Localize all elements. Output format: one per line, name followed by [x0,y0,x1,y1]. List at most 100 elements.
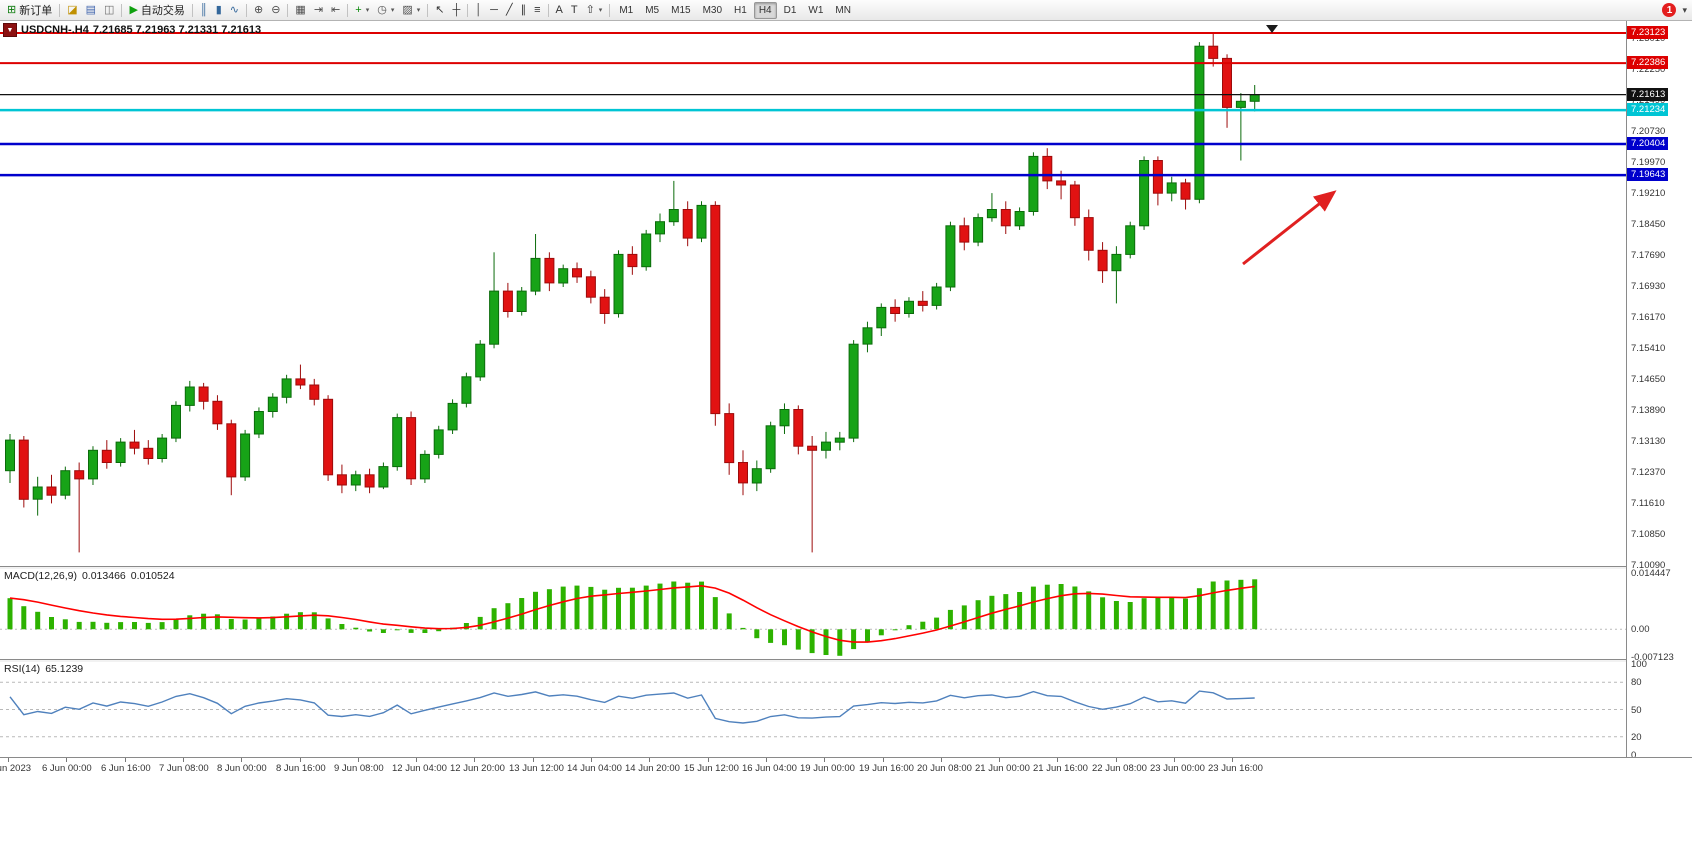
new-order-icon: ⊞ [7,3,17,16]
time-axis[interactable]: 5 Jun 2023 6 Jun 00:00 6 Jun 16:00 7 Jun 08… [0,757,1692,782]
time-axis-label: 21 Jun 16:00 [1033,763,1088,774]
toolbar-separator [347,3,349,17]
macd-name: MACD(12,26,9) [4,570,77,582]
timeframe-h4[interactable]: H4 [753,1,777,19]
price-marker-7.21234[interactable]: 7.21234 [1627,103,1669,116]
timeframe-h1[interactable]: H1 [734,4,747,16]
timeframe-m1[interactable]: M1 [619,4,634,16]
profiles-button[interactable]: ▤ [82,1,100,20]
price-axis-label: 7.16930 [1631,281,1666,292]
toolbar-separator [427,3,429,17]
time-axis-tick [941,758,942,762]
indicators-button[interactable]: + ▾ [351,1,373,20]
chart-window: ▼ USDCNH-.H4 7.21685 7.21963 7.21331 7.2… [0,21,1692,844]
macd-axis-label: -0.007123 [1631,652,1674,663]
time-axis-label: 5 Jun 2023 [0,763,32,774]
toolbar-separator [467,3,469,17]
text-label-button[interactable]: T [567,1,582,20]
timeframe-m15[interactable]: M15 [671,4,691,16]
zoom-in-icon: ⊕ [253,3,264,16]
chart-context-icon[interactable]: ▼ [3,23,17,37]
price-marker-7.23123[interactable]: 7.23123 [1627,26,1669,39]
time-axis-label: 16 Jun 04:00 [742,763,797,774]
time-axis-tick [8,758,9,762]
timeframe-m30[interactable]: M30 [702,4,723,16]
rsi-pane[interactable]: RSI(14) 65.1239 [0,662,1626,757]
zoom-out-button[interactable]: ⊖ [267,1,284,20]
price-axis-label: 7.12370 [1631,467,1666,478]
price-axis-label: 7.11610 [1631,498,1665,509]
chart-shift-button[interactable]: ⇤ [327,1,344,20]
cursor-button[interactable]: ↖ [431,1,448,20]
vertical-line-button[interactable]: │ [471,1,486,20]
data-window-button[interactable]: ◫ [100,1,118,20]
chart-title: ▼ USDCNH-.H4 7.21685 7.21963 7.21331 7.2… [3,23,261,37]
price-axis-label: 7.15410 [1631,343,1666,354]
price-marker-7.20404[interactable]: 7.20404 [1627,137,1669,150]
time-axis-label: 19 Jun 16:00 [859,763,914,774]
chevron-down-icon: ▾ [365,7,370,14]
autotrading-play-icon: ▶ [129,3,138,16]
chevron-down-icon: ▾ [416,7,421,14]
autotrading-button[interactable]: ▶ 自动交易 [125,1,188,20]
bar-chart-mode-button[interactable]: ║ [196,1,212,20]
price-marker-7.22386[interactable]: 7.22386 [1627,56,1669,69]
new-order-label: 新订单 [19,5,53,17]
time-axis-label: 8 Jun 16:00 [276,763,326,774]
text-button[interactable]: A [552,1,567,20]
panel-divider-rsi[interactable] [0,659,1692,663]
panel-divider-macd[interactable] [0,566,1692,570]
candles-series [5,33,1260,553]
price-axis-label: 7.17690 [1631,250,1666,261]
fibonacci-button[interactable]: ≡ [530,1,544,20]
metaeditor-button[interactable]: ◪ [63,1,81,20]
price-axis-label: 7.16170 [1631,312,1666,323]
candlestick-chart[interactable] [0,21,1626,566]
price-chart-pane[interactable]: ▼ USDCNH-.H4 7.21685 7.21963 7.21331 7.2… [0,21,1626,566]
timeframe-m5[interactable]: M5 [645,4,660,16]
rsi-name: RSI(14) [4,663,41,675]
time-axis-tick [416,758,417,762]
horizontal-line-button[interactable]: ─ [486,1,502,20]
new-order-button[interactable]: ⊞ 新订单 [3,1,56,20]
main-toolbar: ⊞ 新订单 ◪ ▤ ◫ ▶ 自动交易 ║ ▮ ∿ ⊕ ⊖ ▦ ⇥ ⇤ + ▾ ◷ ▾ ▨ ▾ ↖ ┼ │ ─ ╱ ∥ ≡ A T ⇧ ▾ M1 M… [0,0,1692,21]
toolbar-separator [287,3,289,17]
macd-histogram [7,579,1258,656]
crosshair-button[interactable]: ┼ [448,1,464,20]
time-axis-tick [766,758,767,762]
ohlc-values: 7.21685 7.21963 7.21331 7.21613 [92,24,262,36]
notification-badge[interactable]: 1 [1662,3,1677,17]
templates-button[interactable]: ▨ ▾ [398,1,424,20]
toolbar-overflow-icon[interactable]: ▾ [1682,4,1687,15]
macd-signal-line [9,584,1255,643]
trendline-button[interactable]: ╱ [502,1,517,20]
auto-scroll-button[interactable]: ⇥ [310,1,327,20]
rsi-indicator [0,681,1626,738]
periods-button[interactable]: ◷ ▾ [373,1,398,20]
price-axis-label: 7.10090 [1631,560,1666,571]
candlestick-mode-button[interactable]: ▮ [212,1,226,20]
time-axis-label: 8 Jun 00:00 [217,763,267,774]
zoom-in-button[interactable]: ⊕ [250,1,267,20]
toolbar-separator [121,3,123,17]
time-axis-tick [999,758,1000,762]
timeframe-mn[interactable]: MN [835,4,851,16]
time-axis-label: 14 Jun 20:00 [625,763,680,774]
time-axis-tick [1057,758,1058,762]
trendline-icon: ╱ [505,3,513,16]
timeframe-d1[interactable]: D1 [783,4,797,16]
time-axis-label: 21 Jun 00:00 [975,763,1030,774]
equidistant-channel-button[interactable]: ∥ [517,1,531,20]
price-marker-7.19643[interactable]: 7.19643 [1627,168,1669,181]
time-axis-tick [66,758,67,762]
price-axis[interactable]: 7.230107.222507.214907.207307.199707.192… [1626,21,1692,761]
tile-windows-button[interactable]: ▦ [291,1,309,20]
timeframe-w1[interactable]: W1 [808,4,824,16]
arrows-button[interactable]: ⇧ ▾ [582,1,607,20]
macd-pane[interactable]: MACD(12,26,9) 0.013466 0.010524 [0,569,1626,659]
price-axis-label: 7.20730 [1631,126,1666,137]
line-chart-mode-button[interactable]: ∿ [226,1,243,20]
price-marker-current-price[interactable]: 7.21613 [1627,88,1669,101]
price-axis-label: 7.14650 [1631,374,1666,385]
time-axis-tick [183,758,184,762]
